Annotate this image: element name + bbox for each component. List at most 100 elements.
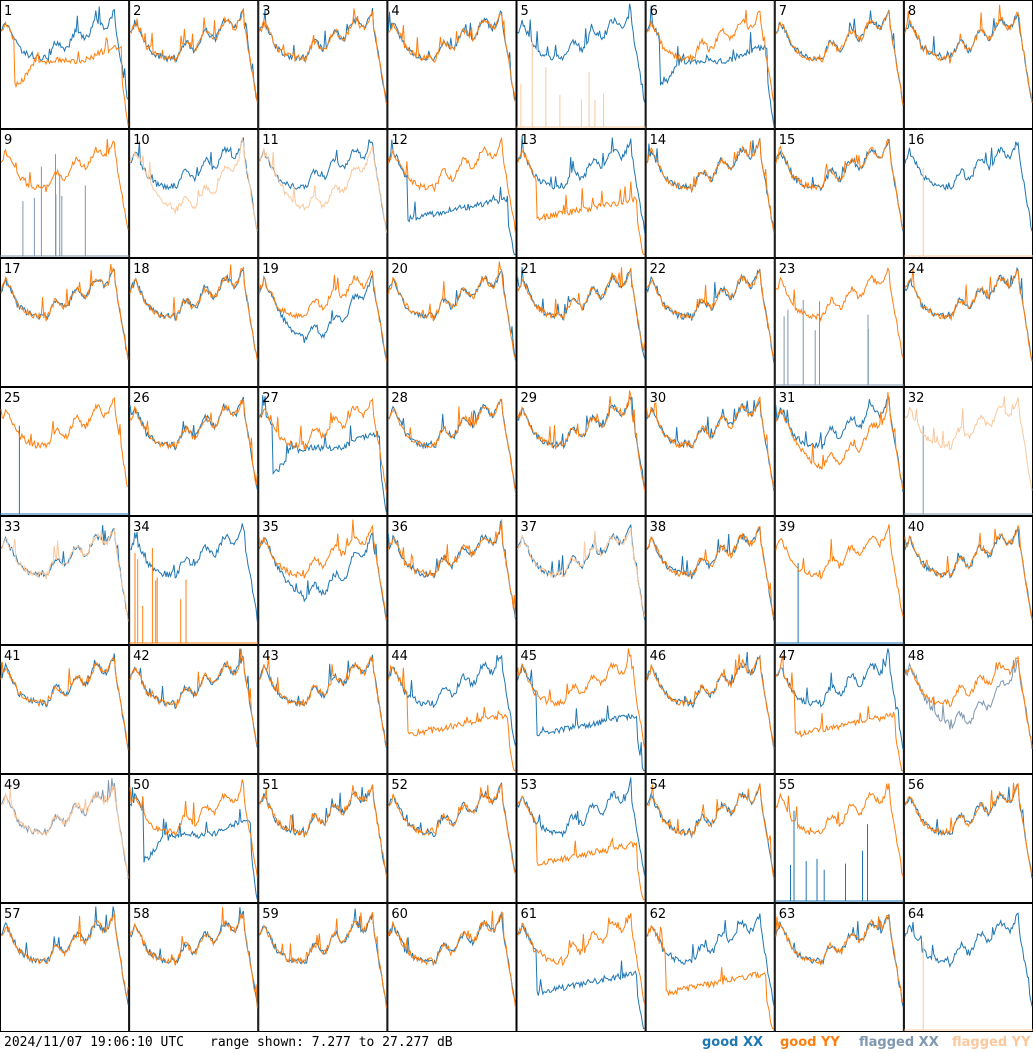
panel-frame [774, 774, 904, 903]
panel-frame [516, 387, 646, 516]
series-yy-good [387, 910, 516, 1008]
series-xx-good [0, 653, 129, 749]
panel-frame [129, 774, 259, 903]
series-xx-good [130, 8, 258, 101]
panel-label: 8 [908, 4, 916, 19]
series-yy-good [129, 779, 258, 878]
series-yy-good [0, 397, 129, 487]
series-yy-flagged [517, 527, 646, 617]
series-xx-good [904, 912, 1033, 1007]
panel-frame [0, 0, 130, 129]
series-yy-good [129, 648, 258, 746]
series-xx-good [388, 139, 516, 255]
panel-label: 60 [391, 907, 408, 922]
series-yy-good [258, 519, 387, 621]
panel-26: 26 [129, 387, 259, 516]
series-xx-flagged [774, 300, 904, 386]
panel-label: 55 [779, 778, 796, 793]
panel-label: 14 [650, 133, 667, 148]
panel-3: 3 [258, 0, 388, 129]
panel-label: 59 [262, 907, 279, 922]
series-yy-good [775, 138, 904, 230]
panel-41: 41 [0, 645, 130, 774]
panel-label: 43 [262, 649, 279, 664]
panel-frame [0, 516, 130, 645]
series-yy-good [258, 784, 387, 877]
series-xx-good [129, 396, 258, 490]
panel-9: 9 [0, 129, 130, 258]
series-xx-good [517, 135, 646, 234]
panel-50: 50 [129, 774, 259, 903]
panel-label: 16 [908, 133, 925, 148]
panel-label: 53 [521, 778, 538, 793]
series-xx-good [258, 273, 387, 360]
series-yy-good [129, 547, 259, 644]
panel-25: 25 [0, 387, 130, 516]
panel-frame [129, 903, 259, 1032]
panel-label: 39 [779, 520, 796, 535]
series-xx-good [646, 913, 775, 1006]
series-yy-good [775, 783, 904, 877]
panel-label: 1 [4, 4, 12, 19]
series-xx-flagged [904, 659, 1033, 750]
series-xx-good [774, 810, 904, 902]
panel-frame [645, 258, 775, 387]
panel-label: 23 [779, 262, 796, 277]
panel-38: 38 [645, 516, 775, 645]
series-yy-good [0, 139, 129, 230]
panel-frame [0, 129, 130, 258]
panel-frame [258, 258, 388, 387]
panel-label: 64 [908, 907, 925, 922]
panel-44: 44 [387, 645, 517, 774]
series-xx-good [130, 137, 258, 232]
panel-frame [258, 0, 388, 129]
panel-frame [129, 645, 259, 774]
series-yy-good [646, 654, 775, 750]
series-yy-good [0, 263, 129, 360]
series-xx-good [646, 526, 775, 622]
series-yy-good [258, 8, 387, 105]
series-yy-good [646, 9, 775, 103]
panel-64: 64 [903, 903, 1033, 1032]
panel-14: 14 [645, 129, 775, 258]
panel-label: 47 [779, 649, 796, 664]
panel-56: 56 [903, 774, 1033, 903]
panel-label: 25 [4, 391, 21, 406]
panel-frame [903, 774, 1033, 903]
panel-20: 20 [387, 258, 517, 387]
series-yy-flagged [0, 784, 129, 879]
panel-label: 9 [4, 133, 12, 148]
series-xx-good [517, 524, 646, 621]
panel-frame [645, 774, 775, 903]
panel-2: 2 [129, 0, 259, 129]
series-xx-good [517, 923, 645, 1029]
panel-frame [387, 129, 517, 258]
series-yy-good [387, 136, 516, 234]
panel-frame [645, 0, 775, 129]
panel-30: 30 [645, 387, 775, 516]
panel-label: 36 [391, 520, 408, 535]
panel-55: 55 [774, 774, 904, 903]
panel-28: 28 [387, 387, 517, 516]
panel-frame [258, 516, 388, 645]
series-xx-good [774, 562, 904, 644]
panel-label: 19 [262, 262, 279, 277]
panel-label: 48 [908, 649, 925, 664]
series-yy-good [904, 655, 1033, 747]
panel-62: 62 [645, 903, 775, 1032]
panel-12: 12 [387, 129, 517, 258]
panel-58: 58 [129, 903, 259, 1032]
series-xx-good [0, 6, 129, 100]
panel-label: 26 [133, 391, 150, 406]
panel-54: 54 [645, 774, 775, 903]
panel-frame [387, 516, 517, 645]
panel-frame [387, 774, 517, 903]
panel-frame [129, 0, 259, 129]
series-yy-good [129, 264, 258, 361]
panel-33: 33 [0, 516, 130, 645]
panel-frame [645, 903, 775, 1032]
panel-frame [516, 258, 646, 387]
panel-label: 13 [521, 133, 538, 148]
panel-1: 1 [0, 0, 130, 129]
panel-52: 52 [387, 774, 517, 903]
